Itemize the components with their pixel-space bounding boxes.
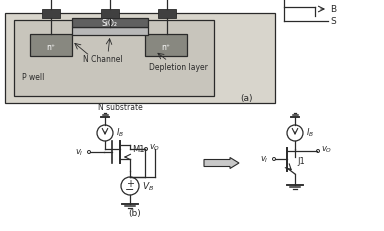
Text: $v_O$: $v_O$ <box>149 142 161 153</box>
Text: N substrate: N substrate <box>98 103 142 112</box>
Bar <box>145 35 187 57</box>
Bar <box>72 28 148 36</box>
Text: $v_I$: $v_I$ <box>75 147 84 158</box>
Bar <box>5 14 275 103</box>
Text: Depletion layer: Depletion layer <box>149 62 207 71</box>
Text: N Channel: N Channel <box>83 55 123 64</box>
Text: P well: P well <box>22 72 44 81</box>
Text: (a): (a) <box>240 94 253 103</box>
Text: B: B <box>330 6 336 14</box>
Bar <box>72 19 148 28</box>
Text: n⁺: n⁺ <box>46 42 56 51</box>
FancyArrow shape <box>204 158 239 169</box>
Bar <box>30 35 72 57</box>
Bar <box>158 10 176 19</box>
Bar <box>42 10 60 19</box>
Text: $I_B$: $I_B$ <box>306 126 314 139</box>
Text: M1: M1 <box>132 145 144 154</box>
Text: +: + <box>126 178 134 188</box>
Bar <box>101 10 119 19</box>
Text: $v_O$: $v_O$ <box>321 144 332 155</box>
Text: S: S <box>330 17 336 26</box>
Text: J1: J1 <box>297 157 305 166</box>
Text: SiO₂: SiO₂ <box>102 19 118 28</box>
Text: $I_B$: $I_B$ <box>116 126 124 139</box>
Text: (b): (b) <box>129 209 141 218</box>
Text: −: − <box>125 184 135 194</box>
Text: n⁺: n⁺ <box>162 42 170 51</box>
Text: $V_B$: $V_B$ <box>142 180 154 192</box>
Bar <box>14 21 214 97</box>
Text: $v_I$: $v_I$ <box>260 154 268 164</box>
